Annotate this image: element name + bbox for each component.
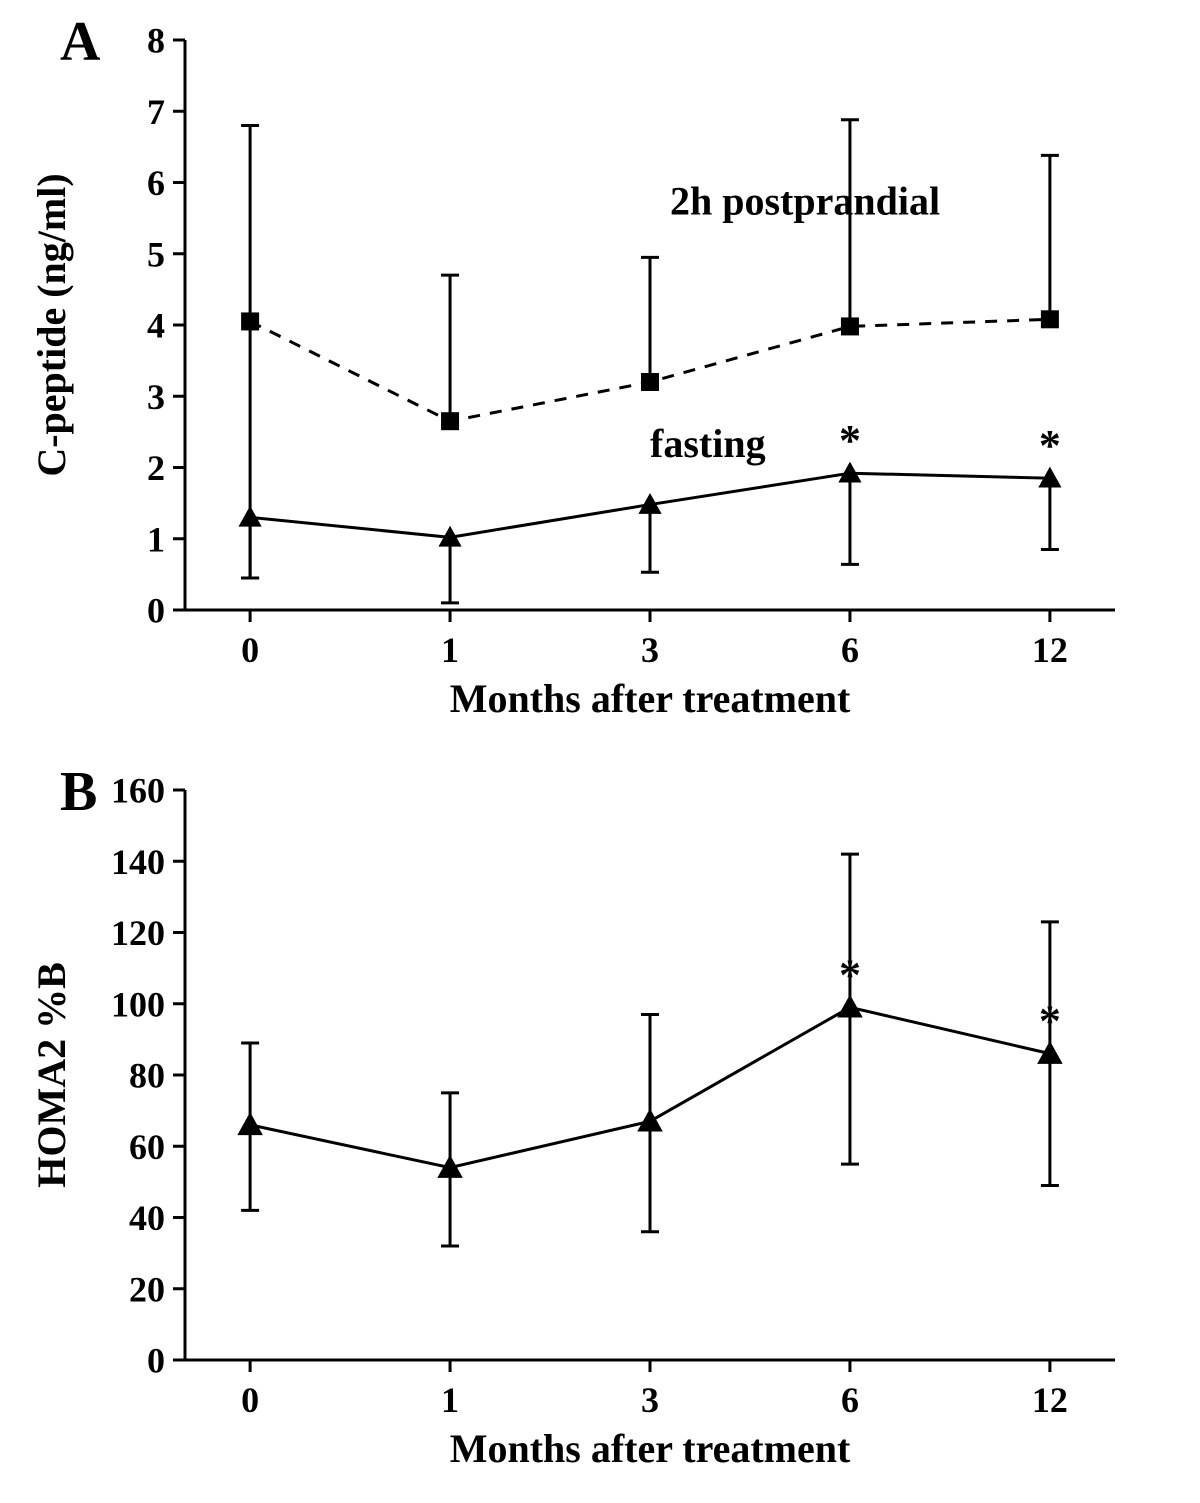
series-label-2h postprandial: 2h postprandial xyxy=(670,179,940,224)
marker-square xyxy=(841,317,859,335)
marker-square xyxy=(241,312,259,330)
x-tick-label: 3 xyxy=(641,1380,659,1420)
marker-square xyxy=(641,373,659,391)
y-tick-label: 6 xyxy=(147,163,165,203)
y-tick-label: 20 xyxy=(129,1269,165,1309)
figure-container: A012345678013612C-peptide (ng/ml)Months … xyxy=(0,0,1200,1503)
y-tick-label: 80 xyxy=(129,1056,165,1096)
y-tick-label: 2 xyxy=(147,448,165,488)
significance-marker: * xyxy=(1039,421,1061,470)
panel-label-B: B xyxy=(60,761,97,823)
marker-square xyxy=(1041,310,1059,328)
x-tick-label: 0 xyxy=(241,630,259,670)
y-tick-label: 0 xyxy=(147,591,165,631)
y-tick-label: 1 xyxy=(147,519,165,559)
significance-marker: * xyxy=(1039,997,1061,1046)
y-tick-label: 60 xyxy=(129,1127,165,1167)
y-tick-label: 160 xyxy=(111,771,165,811)
y-tick-label: 120 xyxy=(111,913,165,953)
x-tick-label: 12 xyxy=(1032,630,1068,670)
series-fasting: * * fasting xyxy=(239,416,1062,603)
y-tick-label: 140 xyxy=(111,842,165,882)
x-tick-label: 0 xyxy=(241,1380,259,1420)
panel-B: B 0 20 40 60 80 100 120 140 160 0 1 3 6 12 HOMA2 %B Mont… xyxy=(29,761,1115,1471)
significance-marker: * xyxy=(839,950,861,999)
x-tick-label: 12 xyxy=(1032,1380,1068,1420)
marker-square xyxy=(441,412,459,430)
series-homa2b: ** xyxy=(237,854,1062,1246)
y-tick-label: 4 xyxy=(147,306,165,346)
significance-marker: * xyxy=(839,416,861,465)
x-axis-label: Months after treatment xyxy=(450,1426,851,1471)
y-axis-label: HOMA2 %B xyxy=(29,962,74,1188)
y-tick-label: 100 xyxy=(111,984,165,1024)
panel-A: A012345678013612C-peptide (ng/ml)Months … xyxy=(29,11,1115,721)
y-tick-label: 5 xyxy=(147,234,165,274)
y-tick-label: 7 xyxy=(147,92,165,132)
marker-triangle xyxy=(237,1112,263,1135)
x-tick-label: 3 xyxy=(641,630,659,670)
x-tick-label: 6 xyxy=(841,1380,859,1420)
y-tick-label: 40 xyxy=(129,1198,165,1238)
panel-label-A: A xyxy=(60,11,101,73)
marker-triangle xyxy=(637,1109,663,1132)
x-tick-label: 1 xyxy=(441,630,459,670)
y-tick-label: 0 xyxy=(147,1341,165,1381)
marker-triangle xyxy=(239,506,262,527)
x-tick-label: 1 xyxy=(441,1380,459,1420)
y-tick-label: 3 xyxy=(147,377,165,417)
series-label-fasting: fasting xyxy=(650,421,766,466)
x-axis-label: Months after treatment xyxy=(450,676,851,721)
y-tick-label: 8 xyxy=(147,21,165,61)
chart-svg: A012345678013612C-peptide (ng/ml)Months … xyxy=(0,0,1200,1503)
y-axis-label: C-peptide (ng/ml) xyxy=(29,173,74,476)
x-tick-label: 6 xyxy=(841,630,859,670)
